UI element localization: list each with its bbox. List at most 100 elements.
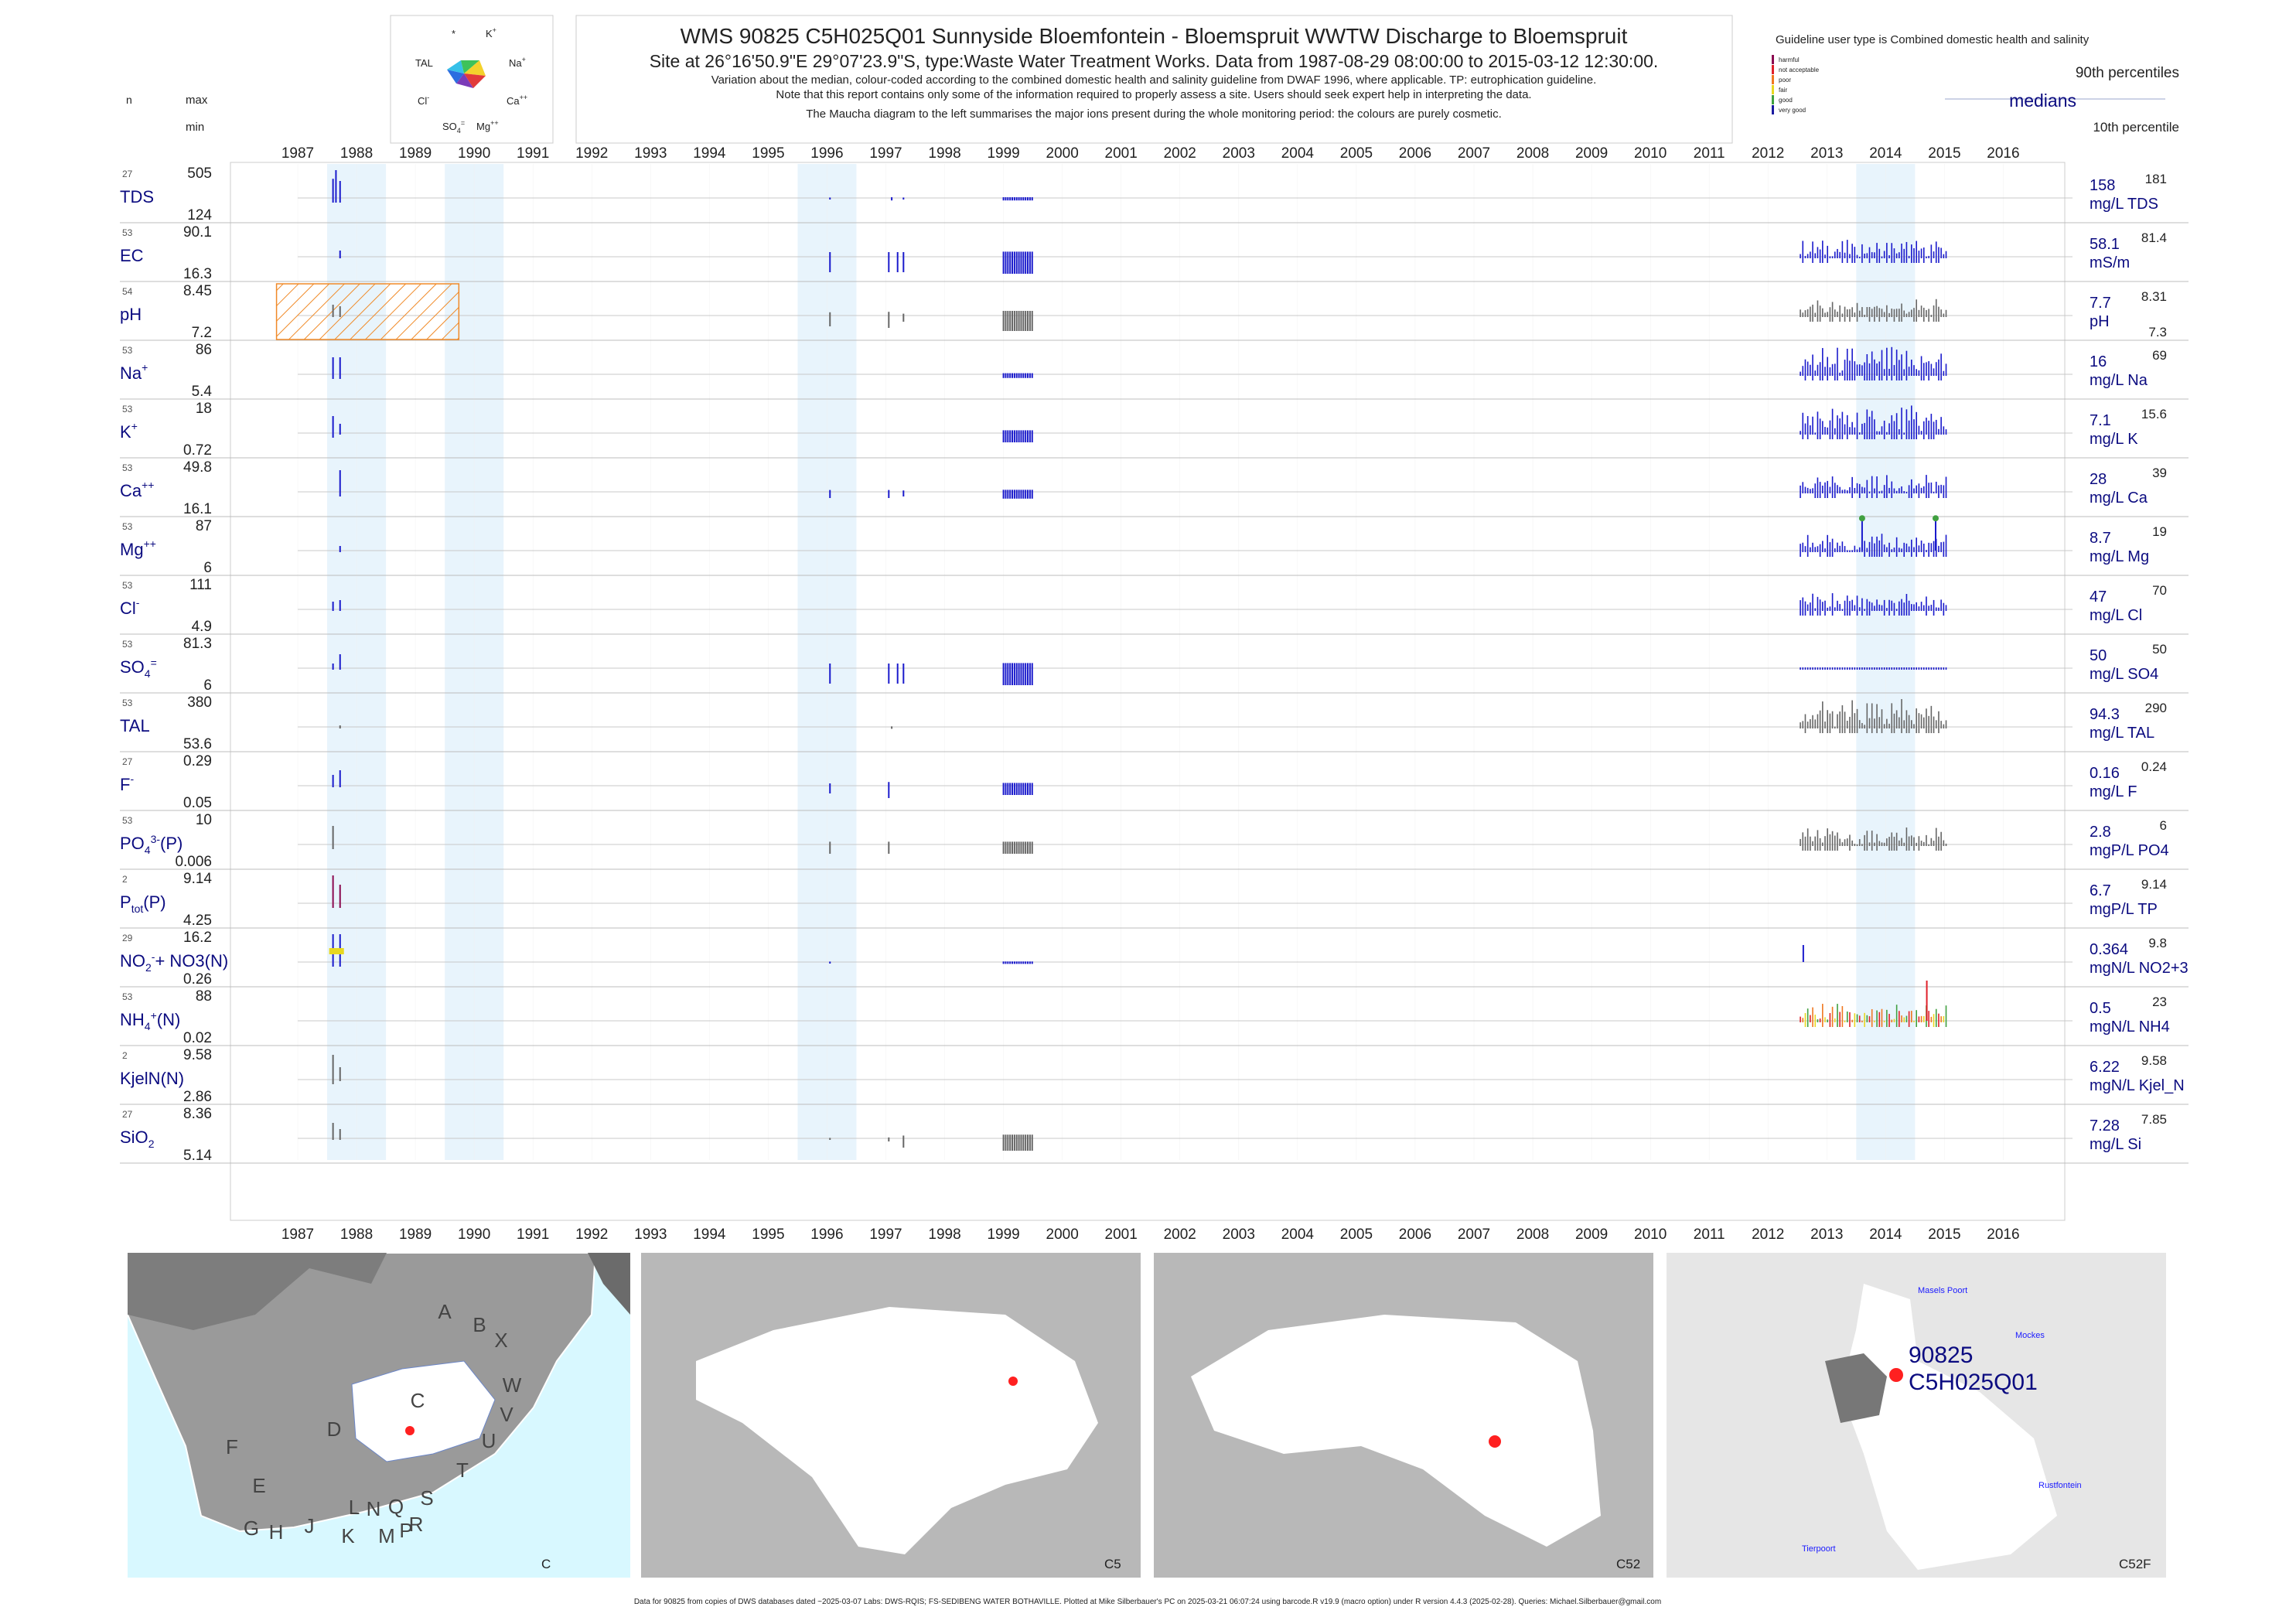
- maucha-label-mg: Mg++: [476, 119, 499, 132]
- legend-label-good: good: [1779, 97, 1793, 104]
- unit-label: mgP/L TP: [2090, 901, 2158, 918]
- year-tick-bottom: 1991: [517, 1227, 549, 1243]
- col-min: min: [186, 121, 204, 134]
- year-tick-top: 2001: [1105, 145, 1138, 162]
- legend-swatch-not-acceptable: [1772, 65, 1774, 74]
- max-value: 111: [189, 577, 212, 593]
- data-point-good: [1932, 515, 1939, 522]
- year-tick-bottom: 2004: [1281, 1227, 1315, 1243]
- legend-label-harmful: harmful: [1779, 56, 1800, 63]
- x-axis-top: 1987 1988 1989 1990 1991 1992 1993 1994 1995 1996…: [281, 145, 2020, 1160]
- p10-value: 7.3: [2148, 325, 2167, 339]
- sample-count: 27: [122, 1109, 133, 1120]
- panel-k: 53 18 0.72 K+ 7.1 mg/L K15.6: [120, 401, 2189, 459]
- param-label: Na+: [120, 361, 148, 383]
- param-label: Cl-: [120, 596, 140, 618]
- p90-value: 69: [2152, 348, 2167, 363]
- max-value: 0.29: [183, 753, 212, 769]
- region-letter-r: R: [409, 1513, 424, 1536]
- min-value: 6: [203, 560, 212, 576]
- min-value: 124: [187, 207, 212, 223]
- maucha-label-ca: Ca++: [507, 94, 527, 107]
- sample-count: 53: [122, 639, 133, 650]
- p90-value: 15.6: [2141, 407, 2167, 421]
- year-tick-top: 1998: [928, 145, 960, 162]
- max-value: 86: [196, 342, 212, 358]
- year-tick-bottom: 1994: [693, 1227, 726, 1243]
- region-letter-h: H: [269, 1520, 284, 1544]
- map-label-c52f: C52F: [2119, 1557, 2151, 1571]
- max-value: 8.45: [183, 283, 212, 299]
- p90-value: 9.8: [2148, 936, 2167, 950]
- region-letter-n: N: [367, 1497, 381, 1520]
- median-value: 7.28: [2090, 1117, 2120, 1134]
- sample-count: 53: [122, 815, 133, 826]
- min-value: 16.3: [183, 266, 212, 282]
- p90-value: 81.4: [2141, 230, 2167, 245]
- title-box: [575, 15, 1733, 144]
- map-label-overview: C: [541, 1557, 551, 1571]
- year-tick-bottom: 2001: [1105, 1227, 1138, 1243]
- region-letter-x: X: [494, 1329, 507, 1352]
- year-tick-bottom: 2002: [1164, 1227, 1196, 1243]
- page-title: WMS 90825 C5H025Q01 Sunnyside Bloemfonte…: [681, 24, 1628, 48]
- p90-value: 23: [2152, 995, 2167, 1009]
- p90-value: 8.31: [2141, 289, 2167, 304]
- region-letter-k: K: [341, 1524, 355, 1547]
- maucha-diagram: * K+ TAL Na+ Cl- Ca++ SO4= Mg++: [415, 26, 527, 135]
- footer-note: Data for 90825 from copies of DWS databa…: [634, 1598, 1661, 1606]
- year-tick-top: 2003: [1223, 145, 1255, 162]
- panel-tds: 27 505 124 TDS 158 mg/L TDS 181: [120, 165, 2189, 223]
- year-tick-bottom: 2003: [1223, 1227, 1255, 1243]
- min-value: 5.4: [192, 384, 213, 400]
- maucha-label-cl: Cl-: [418, 94, 429, 107]
- max-value: 9.58: [183, 1047, 212, 1063]
- year-tick-top: 1989: [399, 145, 432, 162]
- unit-label: mg/L Cl: [2090, 607, 2142, 624]
- year-tick-bottom: 1989: [399, 1227, 432, 1243]
- year-tick-bottom: 2008: [1516, 1227, 1549, 1243]
- col-max: max: [186, 94, 208, 107]
- medians-legend: medians: [2009, 90, 2076, 111]
- unit-label: mg/L TAL: [2090, 725, 2154, 742]
- p90-value: 19: [2152, 524, 2167, 539]
- median-value: 6.7: [2090, 882, 2111, 899]
- year-tick-bottom: 2010: [1634, 1227, 1667, 1243]
- year-tick-top: 1992: [575, 145, 608, 162]
- p90-value: 50: [2152, 642, 2167, 657]
- year-tick-bottom: 1987: [281, 1227, 314, 1243]
- median-value: 58.1: [2090, 236, 2120, 253]
- unit-label: mg/L K: [2090, 431, 2138, 448]
- sample-count: 53: [122, 580, 133, 591]
- sample-count: 53: [122, 227, 133, 238]
- region-letter-c: C: [411, 1389, 425, 1412]
- median-value: 50: [2090, 647, 2107, 664]
- legend-label-very-good: very good: [1779, 107, 1806, 114]
- min-value: 0.02: [183, 1030, 212, 1046]
- year-tick-top: 2015: [1928, 145, 1960, 162]
- legend-swatch-good: [1772, 95, 1774, 104]
- unit-label: pH: [2090, 313, 2110, 330]
- legend-swatch-harmful: [1772, 55, 1774, 64]
- year-tick-top: 2005: [1340, 145, 1373, 162]
- unit-label: mgN/L NO2+3: [2090, 960, 2189, 977]
- unit-label: mgN/L NH4: [2090, 1018, 2170, 1035]
- sample-count: 53: [122, 991, 133, 1002]
- panel-tal: 53 380 53.6 TAL 94.3 mg/L TAL 290: [120, 694, 2189, 752]
- param-label: PO43-(P): [120, 833, 183, 856]
- param-label: SO4=: [120, 657, 157, 680]
- sample-count: 53: [122, 698, 133, 708]
- p90-value: 6: [2160, 818, 2167, 833]
- year-tick-top: 1991: [517, 145, 549, 162]
- year-tick-top: 2012: [1752, 145, 1784, 162]
- year-tick-top: 1990: [458, 145, 490, 162]
- param-label: NO2-+ NO3(N): [120, 950, 228, 974]
- map-c52f: 90825 C5H025Q01 Masels Poort Mockes Rust…: [1667, 1253, 2166, 1578]
- panel-na: 53 86 5.4 Na+ 16 mg/L Na 69: [120, 342, 2189, 400]
